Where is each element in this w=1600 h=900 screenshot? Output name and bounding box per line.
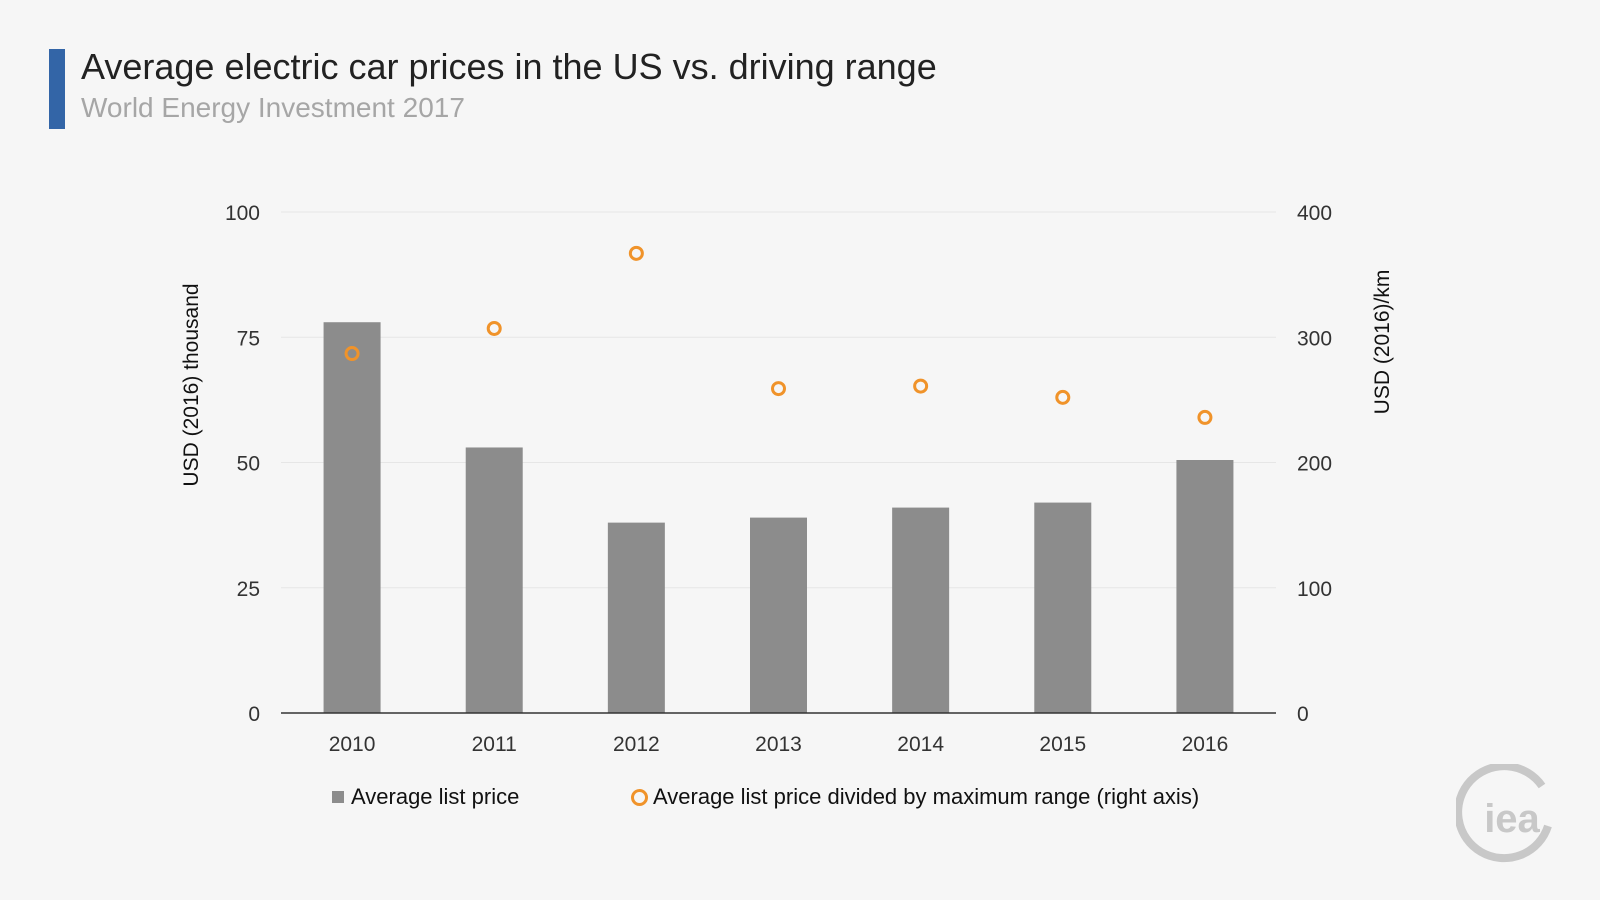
x-tick-label: 2011 (472, 733, 517, 756)
bar-2012 (607, 522, 665, 713)
y2-tick-label: 0 (1297, 703, 1309, 726)
dot-2013 (771, 381, 786, 397)
bar-2014 (892, 507, 950, 713)
y-tick-label: 75 (237, 327, 260, 350)
bar-series (323, 322, 1234, 713)
dot-2014 (913, 378, 929, 394)
dot-2010 (344, 346, 360, 362)
chart-subtitle: World Energy Investment 2017 (81, 92, 465, 123)
legend-item-dot: Average list price divided by maximum ra… (631, 784, 1199, 810)
legend-dot-label: Average list price divided by maximum ra… (653, 784, 1200, 809)
y2-axis-title: USD (2016)/km (1371, 270, 1394, 415)
dot-series (344, 245, 1213, 425)
x-tick-label: 2010 (329, 733, 376, 756)
y-tick-label: 0 (248, 703, 260, 726)
legend-dot-swatch (631, 788, 648, 806)
y2-tick-label: 300 (1297, 327, 1332, 350)
dot-2011 (486, 320, 502, 336)
y-tick-label: 100 (225, 202, 260, 225)
x-tick-label: 2012 (613, 733, 660, 756)
y-tick-label: 50 (237, 453, 260, 476)
bar-2016 (1176, 459, 1234, 713)
dot-2012 (628, 245, 644, 261)
gridlines (281, 211, 1276, 589)
y2-tick-label: 400 (1297, 202, 1332, 225)
x-tick-label: 2013 (755, 733, 802, 756)
y2-tick-label: 200 (1297, 453, 1332, 476)
bar-2015 (1034, 502, 1092, 713)
chart-title: Average electric car prices in the US vs… (81, 46, 937, 87)
y2-tick-label: 100 (1297, 578, 1332, 601)
x-tick-label: 2015 (1039, 733, 1086, 756)
y-axis-title: USD (2016) thousand (180, 283, 203, 486)
axes: 0 25 50 75 100 0 100 200 300 400 2010 2011 2012 2013 2… (225, 202, 1332, 756)
dot-2015 (1055, 389, 1071, 405)
title-accent-bar (49, 49, 65, 129)
x-tick-label: 2016 (1182, 733, 1229, 756)
bar-2013 (750, 517, 807, 713)
x-tick-label: 2014 (897, 733, 944, 756)
y-tick-label: 25 (237, 578, 260, 601)
logo-text: iea (1484, 797, 1540, 841)
dot-2016 (1197, 409, 1213, 425)
legend-bar-swatch (332, 791, 344, 803)
bar-2011 (465, 447, 523, 713)
bar-2010 (323, 322, 381, 713)
legend-item-bar: Average list price (332, 784, 519, 810)
iea-logo-icon: iea (1456, 764, 1552, 863)
legend-bar-label: Average list price (351, 784, 520, 809)
